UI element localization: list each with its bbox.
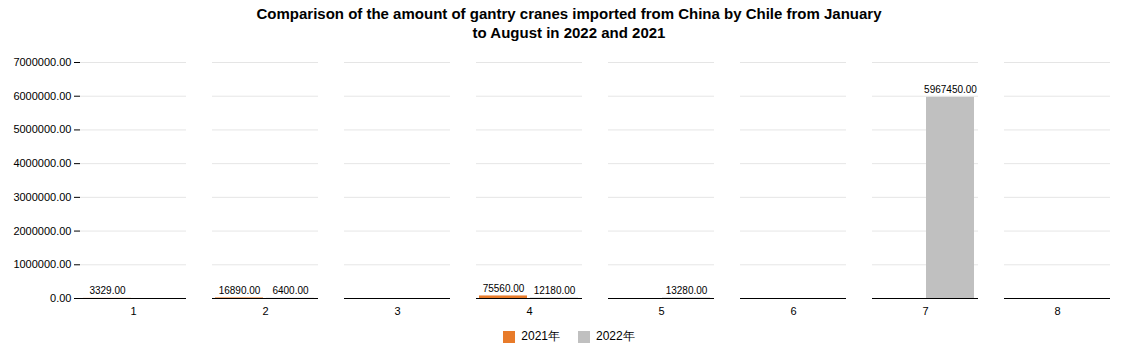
html-text:2021年: 2021年 xyxy=(521,329,560,343)
svg-text:6: 6 xyxy=(790,305,796,317)
svg-text:3000000.00: 3000000.00 xyxy=(13,191,71,203)
svg-text:12180.00: 12180.00 xyxy=(534,285,576,296)
svg-text:75560.00: 75560.00 xyxy=(483,283,525,294)
svg-text:5000000.00: 5000000.00 xyxy=(13,123,71,135)
html-text:2022年: 2022年 xyxy=(596,329,635,343)
svg-text:4: 4 xyxy=(526,305,532,317)
svg-text:16890.00: 16890.00 xyxy=(219,285,261,296)
svg-text:0.00: 0.00 xyxy=(50,292,71,304)
svg-text:2: 2 xyxy=(262,305,268,317)
svg-text:13280.00: 13280.00 xyxy=(666,285,708,296)
svg-text:7: 7 xyxy=(922,305,928,317)
svg-text:6000000.00: 6000000.00 xyxy=(13,90,71,102)
svg-text:3329.00: 3329.00 xyxy=(89,285,126,296)
svg-text:1: 1 xyxy=(130,305,136,317)
svg-text:6400.00: 6400.00 xyxy=(272,285,309,296)
svg-text:2000000.00: 2000000.00 xyxy=(13,225,71,237)
svg-text:7000000.00: 7000000.00 xyxy=(13,56,71,68)
svg-text:1000000.00: 1000000.00 xyxy=(13,258,71,270)
svg-text:4000000.00: 4000000.00 xyxy=(13,157,71,169)
html-text:Comparison of the amount of ga: Comparison of the amount of gantry crane… xyxy=(256,5,882,41)
svg-text:5: 5 xyxy=(658,305,664,317)
svg-text:5967450.00: 5967450.00 xyxy=(924,84,977,95)
svg-text:8: 8 xyxy=(1054,305,1060,317)
svg-text:3: 3 xyxy=(394,305,400,317)
